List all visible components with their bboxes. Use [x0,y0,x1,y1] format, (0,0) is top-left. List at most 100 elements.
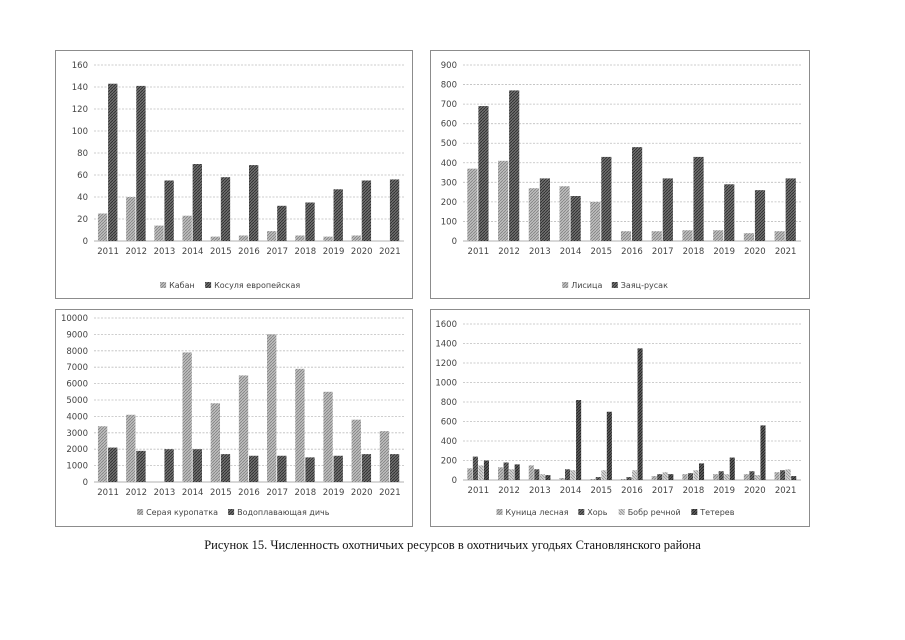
x-tick-label: 2012 [125,488,147,498]
legend-label: Водоплавающая дичь [237,508,330,517]
bar-2-1-10 [389,454,400,482]
y-tick-label: 600 [441,120,457,130]
y-tick-label: 100 [72,127,88,137]
bar-1-0-6 [651,231,662,241]
bar-3-3-2 [545,475,551,480]
bar-1-1-5 [632,147,643,241]
x-tick-label: 2012 [498,247,520,257]
bar-3-1-7 [687,473,694,480]
x-tick-label: 2014 [560,486,582,496]
y-tick-label: 40 [77,193,88,203]
bar-3-3-4 [606,411,612,480]
y-tick-label: 1000 [66,462,88,472]
bar-0-1-7 [305,202,315,241]
legend-swatch [691,509,698,515]
bar-3-3-3 [576,400,582,480]
chart-panel-fox-hare: 0 100 200 300 400 500 600 700 800 900 2011 2012 2013… [430,50,810,299]
y-tick-label: 200 [441,198,457,208]
bar-2-1-6 [277,455,287,482]
bar-1-1-4 [601,156,612,241]
bar-1-0-2 [528,188,539,241]
y-tick-label: 0 [83,237,88,247]
x-tick-label: 2013 [154,247,176,257]
chart-panel-boar-roe: 0 20 40 60 80 100 120 140 160 2011 2012 2013 2014 201… [55,50,413,299]
legend-swatch [618,509,625,515]
bar-1-0-0 [467,168,478,241]
bar-3-0-9 [743,474,749,480]
x-tick-label: 2011 [468,486,490,496]
x-tick-label: 2013 [529,247,551,257]
x-tick-label: 2019 [713,486,735,496]
chart-svg: 0 20 40 60 80 100 120 140 160 2011 2012 2013 2014 201… [72,61,404,290]
x-tick-label: 2018 [295,247,317,257]
x-tick-label: 2016 [621,486,643,496]
bar-3-1-1 [503,462,509,480]
bar-3-1-10 [780,470,786,480]
x-tick-label: 2015 [210,247,232,257]
legend-label: Бобр речной [628,508,681,517]
legend-label: Заяц-русак [621,281,668,290]
x-tick-label: 2016 [621,247,643,257]
x-tick-label: 2020 [351,247,373,257]
y-tick-label: 9000 [66,330,88,340]
y-tick-label: 900 [441,61,457,71]
x-tick-label: 2018 [683,247,705,257]
legend-swatch [205,282,212,288]
bar-3-2-7 [693,470,699,480]
x-tick-label: 2018 [683,486,705,496]
bar-0-0-7 [295,235,305,241]
bar-3-0-7 [682,474,688,480]
bar-3-1-9 [749,471,755,480]
legend-label: Кабан [169,281,195,290]
x-tick-label: 2019 [323,247,345,257]
legend-swatch [611,282,618,288]
x-tick-label: 2020 [351,488,373,498]
bar-0-0-5 [238,235,249,241]
bar-1-1-10 [785,178,796,241]
bar-3-0-6 [651,476,657,480]
bar-0-1-1 [136,85,146,242]
legend-swatch [578,509,585,515]
bar-3-3-7 [698,463,705,480]
bar-2-1-7 [305,457,315,482]
bar-3-0-8 [713,474,719,480]
x-tick-label: 2021 [775,247,797,257]
x-tick-label: 2011 [468,247,490,257]
y-tick-label: 0 [83,478,88,488]
bar-3-1-0 [472,456,478,480]
y-tick-label: 20 [77,215,88,225]
legend-label: Тетерев [699,508,734,517]
bar-2-0-8 [323,391,333,482]
bar-3-1-3 [565,469,571,480]
bar-3-1-6 [657,474,663,480]
bar-3-3-8 [729,457,735,480]
bar-1-1-3 [570,196,581,241]
bar-2-0-4 [210,403,221,482]
bar-0-0-0 [97,213,108,241]
bar-0-1-5 [249,165,259,241]
x-tick-label: 2011 [97,247,119,257]
y-tick-label: 300 [441,178,457,188]
x-tick-label: 2014 [560,247,582,257]
bar-3-0-2 [528,465,534,480]
x-tick-label: 2011 [97,488,119,498]
legend-swatch [496,509,503,515]
y-tick-label: 0 [452,237,457,247]
y-tick-label: 80 [77,149,88,159]
chart-svg: 0 1000 2000 3000 4000 5000 6000 7000 8000 9000 100… [61,314,404,517]
x-tick-label: 2017 [266,247,288,257]
bar-0-0-6 [267,231,277,241]
legend-label: Серая куропатка [146,508,218,517]
y-tick-label: 600 [441,418,457,428]
bar-1-1-1 [509,90,520,241]
bar-2-0-10 [379,431,390,482]
legend-label: Хорь [587,508,607,517]
bar-3-0-5 [620,479,627,480]
bar-2-0-1 [126,414,136,482]
bar-1-1-0 [478,106,489,241]
x-tick-label: 2015 [590,486,612,496]
bar-2-1-9 [361,454,372,482]
bar-1-1-7 [693,156,704,241]
bar-3-2-2 [539,474,545,480]
bar-3-2-4 [601,470,607,480]
